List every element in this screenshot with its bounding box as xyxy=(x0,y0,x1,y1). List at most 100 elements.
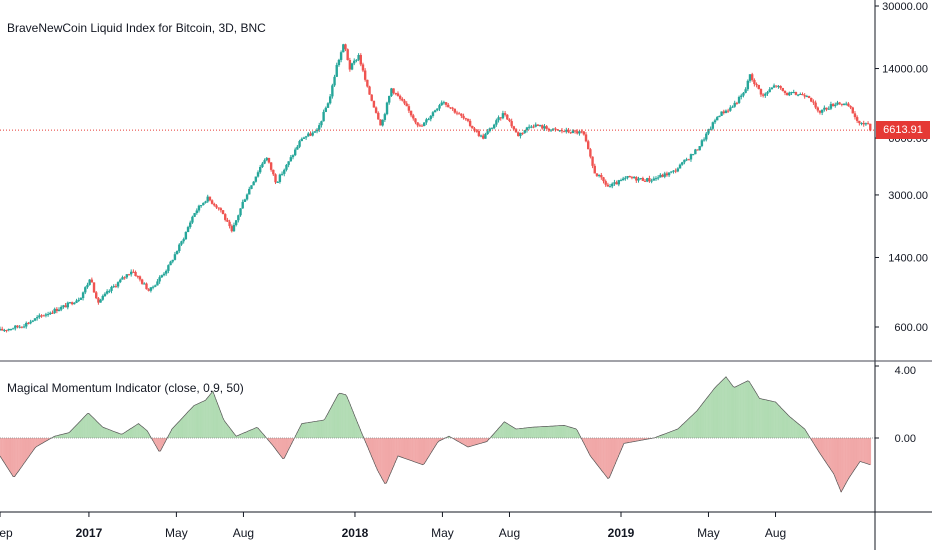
candle-body xyxy=(143,284,145,285)
candle-body xyxy=(471,126,473,128)
candle-body xyxy=(760,89,762,95)
candle-body xyxy=(145,284,147,290)
momentum-bar xyxy=(14,438,16,477)
momentum-bar xyxy=(423,438,425,464)
momentum-bar xyxy=(724,378,726,438)
momentum-bar xyxy=(75,426,77,438)
momentum-bar xyxy=(830,438,832,470)
candle-body xyxy=(115,286,117,287)
candle-body xyxy=(381,120,383,125)
candle-body xyxy=(231,226,233,231)
candle-body xyxy=(32,321,34,322)
momentum-bar xyxy=(837,438,839,485)
x-tick-label: Aug xyxy=(233,526,254,540)
momentum-bar xyxy=(142,427,144,438)
candle-body xyxy=(445,102,447,105)
momentum-bar xyxy=(731,385,733,438)
momentum-bar xyxy=(36,438,38,447)
momentum-bar xyxy=(192,407,194,438)
momentum-bar xyxy=(849,438,851,477)
candle-body xyxy=(36,317,38,318)
momentum-bar xyxy=(247,431,249,438)
candle-body xyxy=(80,298,82,300)
momentum-bar xyxy=(202,402,204,438)
candle-body xyxy=(720,111,722,115)
candle-body xyxy=(447,105,449,107)
candle-body xyxy=(703,139,705,140)
momentum-bar xyxy=(317,421,319,438)
momentum-bar xyxy=(699,407,701,438)
candle-body xyxy=(782,88,784,91)
momentum-bar xyxy=(461,438,463,444)
candle-body xyxy=(346,49,348,60)
candle-body xyxy=(377,113,379,120)
momentum-bar xyxy=(144,428,146,438)
candle-body xyxy=(828,109,830,110)
momentum-bar xyxy=(785,413,787,438)
candle-body xyxy=(279,175,281,182)
momentum-bar xyxy=(273,438,275,447)
candle-body xyxy=(60,307,62,310)
candle-body xyxy=(854,113,856,117)
momentum-bar xyxy=(770,401,772,438)
momentum-bar xyxy=(536,427,538,438)
momentum-bar xyxy=(393,438,395,466)
momentum-bar xyxy=(705,400,707,438)
momentum-bar xyxy=(760,399,762,438)
momentum-bar xyxy=(562,425,564,438)
candle-body xyxy=(740,96,742,97)
momentum-bar xyxy=(677,429,679,438)
momentum-bar xyxy=(304,423,306,438)
momentum-bar xyxy=(595,438,597,463)
candle-body xyxy=(371,95,373,101)
candle-body xyxy=(699,146,701,150)
momentum-bar xyxy=(388,438,390,476)
candle-body xyxy=(585,134,587,141)
momentum-bar xyxy=(189,410,191,438)
momentum-bar xyxy=(329,411,331,438)
candle-body xyxy=(117,282,119,286)
candle-body xyxy=(629,176,631,177)
momentum-bar xyxy=(783,411,785,438)
candle-body xyxy=(84,287,86,292)
momentum-bar xyxy=(600,438,602,469)
candle-body xyxy=(303,138,305,139)
momentum-bar xyxy=(34,438,36,448)
momentum-bar xyxy=(667,433,669,438)
momentum-bar xyxy=(473,438,475,445)
momentum-bar xyxy=(625,438,627,443)
momentum-bar xyxy=(781,408,783,438)
momentum-bar xyxy=(683,423,685,438)
momentum-bar xyxy=(684,422,686,438)
momentum-bar xyxy=(746,381,748,438)
candle-body xyxy=(865,123,867,124)
momentum-bar xyxy=(410,438,412,461)
momentum-bar xyxy=(39,438,41,445)
candle-body xyxy=(82,292,84,298)
momentum-bar xyxy=(346,397,348,438)
momentum-bar xyxy=(222,418,224,438)
candle-body xyxy=(677,168,679,171)
candle-body xyxy=(379,119,381,125)
momentum-bar xyxy=(547,426,549,438)
momentum-bar xyxy=(786,414,788,438)
candle-body xyxy=(34,318,36,320)
candle-body xyxy=(768,89,770,92)
momentum-bar xyxy=(506,424,508,438)
momentum-bar xyxy=(558,426,560,438)
candle-body xyxy=(71,302,73,304)
momentum-bar xyxy=(474,438,476,445)
candle-body xyxy=(390,88,392,96)
momentum-bar xyxy=(693,414,695,438)
candle-body xyxy=(613,182,615,183)
candle-body xyxy=(246,194,248,199)
candle-body xyxy=(664,173,666,176)
candle-body xyxy=(427,119,429,120)
momentum-bar xyxy=(613,438,615,467)
candle-body xyxy=(524,130,526,133)
momentum-bar xyxy=(525,428,527,438)
candle-body xyxy=(294,150,296,156)
momentum-bar xyxy=(574,428,576,438)
momentum-bar xyxy=(205,400,207,438)
